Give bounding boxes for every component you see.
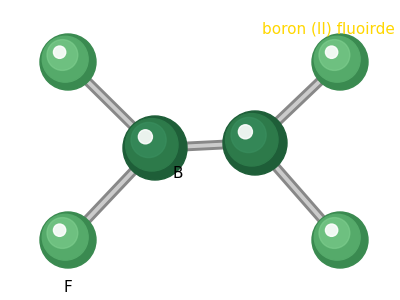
Circle shape [312, 212, 368, 268]
Circle shape [231, 117, 266, 153]
Circle shape [223, 111, 287, 175]
Circle shape [47, 40, 78, 70]
Circle shape [319, 40, 350, 70]
Text: B: B [173, 166, 184, 181]
Circle shape [138, 130, 152, 144]
Circle shape [42, 36, 88, 82]
Circle shape [314, 214, 360, 260]
Circle shape [226, 114, 278, 166]
Circle shape [238, 125, 252, 139]
Circle shape [40, 212, 96, 268]
Circle shape [54, 46, 66, 58]
Text: F: F [64, 280, 72, 295]
Circle shape [314, 36, 360, 82]
Circle shape [326, 224, 338, 236]
Circle shape [131, 122, 166, 158]
Circle shape [40, 34, 96, 90]
Circle shape [54, 224, 66, 236]
Circle shape [47, 218, 78, 248]
Circle shape [123, 116, 187, 180]
Circle shape [326, 46, 338, 58]
Text: boron (II) fluoirde: boron (II) fluoirde [262, 22, 395, 37]
Circle shape [312, 34, 368, 90]
Circle shape [319, 218, 350, 248]
Circle shape [42, 214, 88, 260]
Circle shape [126, 118, 178, 171]
